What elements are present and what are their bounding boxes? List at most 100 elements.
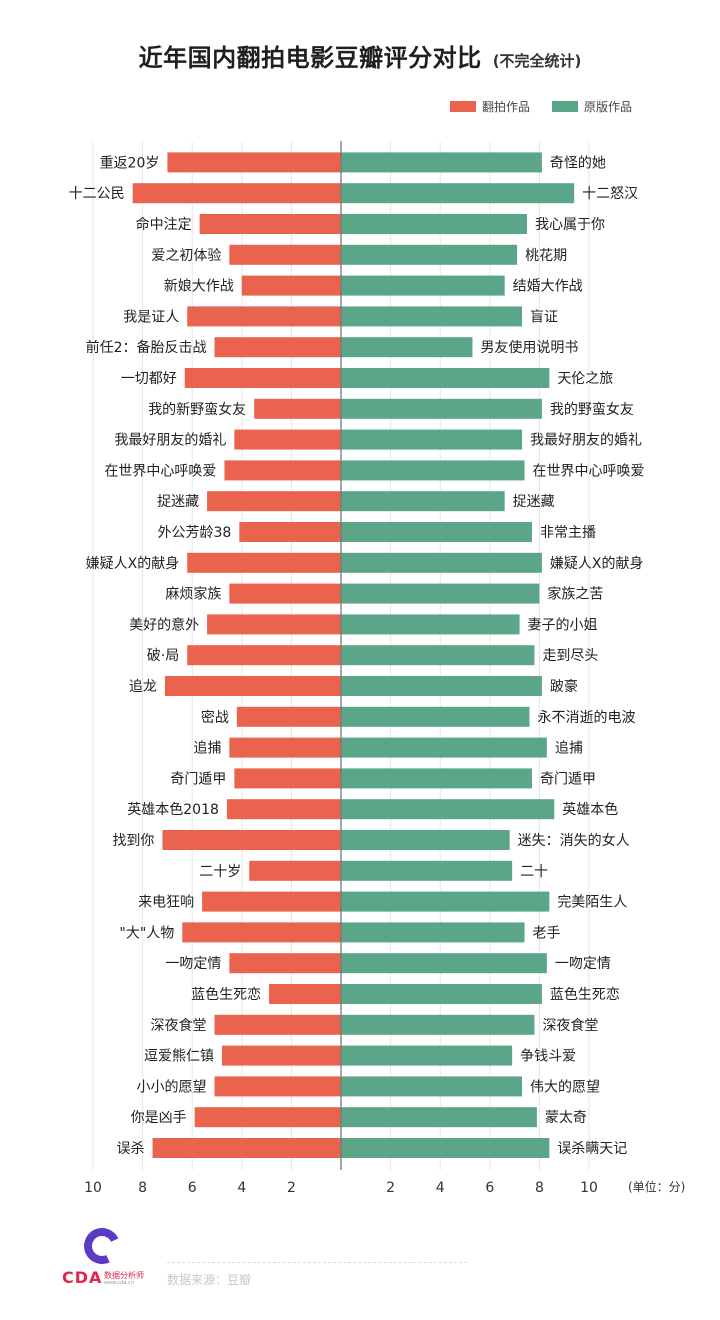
bar-remake <box>214 1014 341 1035</box>
label-original: 结婚大作战 <box>513 279 583 295</box>
data-source: 数据来源：豆瓣 <box>167 1273 252 1287</box>
tick-label-left: 2 <box>287 1180 296 1196</box>
label-remake: 密战 <box>201 709 229 726</box>
label-remake: 麻烦家族 <box>165 586 221 603</box>
bar-remake <box>236 706 341 727</box>
bar-original <box>341 676 542 696</box>
bar-original <box>341 830 510 850</box>
label-original: 争钱斗爱 <box>520 1049 576 1065</box>
label-remake: 我是证人 <box>123 309 179 325</box>
bar-remake <box>132 183 341 204</box>
bar-original <box>341 183 575 204</box>
label-original: 盲证 <box>530 308 558 325</box>
label-original: 伟大的愿望 <box>530 1079 600 1095</box>
label-remake: 十二公民 <box>69 186 125 202</box>
title-main: 近年国内翻拍电影豆瓣评分对比 <box>138 44 482 72</box>
label-remake: 小小的愿望 <box>137 1079 207 1095</box>
bar-original <box>341 953 547 974</box>
bar-remake <box>207 614 341 635</box>
label-remake: 我的新野蛮女友 <box>148 401 246 418</box>
label-original: 误杀瞒天记 <box>557 1141 627 1157</box>
label-remake: 美好的意外 <box>129 616 199 633</box>
bar-remake <box>239 522 341 542</box>
label-remake: 误杀 <box>117 1141 145 1157</box>
legend-swatch-remake <box>450 101 476 112</box>
label-remake: 外公芳龄38 <box>157 524 231 541</box>
label-original: 奇怪的她 <box>550 154 606 171</box>
bar-original <box>341 984 542 1004</box>
label-remake: 逗爱熊仁镇 <box>144 1049 214 1065</box>
tick-label-left: 6 <box>188 1180 197 1196</box>
label-original: 永不消逝的电波 <box>537 710 635 726</box>
legend: 翻拍作品 原版作品 <box>450 98 654 115</box>
label-original: 妻子的小姐 <box>528 617 598 633</box>
label-remake: 你是凶手 <box>131 1110 187 1126</box>
label-remake: 破·局 <box>147 648 179 664</box>
bar-remake <box>162 830 341 850</box>
bar-original <box>341 645 535 666</box>
bar-remake <box>269 984 341 1004</box>
label-original: 蒙太奇 <box>545 1109 587 1126</box>
label-original: 蓝色生死恋 <box>550 986 620 1003</box>
bar-remake <box>249 860 341 881</box>
label-remake: 爱之初体验 <box>151 247 221 264</box>
bar-original <box>341 737 547 758</box>
bar-remake <box>207 491 341 512</box>
tick-label-left: 4 <box>237 1180 246 1196</box>
bar-original <box>341 922 525 943</box>
bar-remake <box>241 275 341 296</box>
tick-label-right: 2 <box>386 1180 395 1196</box>
bar-original <box>341 306 523 327</box>
bar-remake <box>226 799 341 820</box>
bar-remake <box>184 368 341 388</box>
tick-label-left: 8 <box>138 1180 147 1196</box>
bar-original <box>341 1107 537 1128</box>
label-remake: 前任2：备胎反击战 <box>86 339 207 356</box>
bar-original <box>341 768 532 789</box>
label-remake: 追龙 <box>129 679 157 695</box>
label-remake: 捉迷藏 <box>157 494 199 510</box>
label-original: 在世界中心呼唤爱 <box>533 462 645 479</box>
bar-remake <box>221 1045 341 1066</box>
label-original: 十二怒汉 <box>582 186 638 202</box>
tick-label-left: 10 <box>84 1180 102 1196</box>
bar-remake <box>182 922 341 943</box>
tick-label-right: 6 <box>485 1180 494 1196</box>
label-remake: 在世界中心呼唤爱 <box>104 462 216 479</box>
logo-tagline: 数据分析师 <box>104 1271 144 1280</box>
label-original: 我的野蛮女友 <box>550 401 634 418</box>
bar-remake <box>229 737 341 758</box>
title-subtitle: (不完全统计) <box>492 52 582 70</box>
bar-remake <box>187 552 341 573</box>
tick-label-right: 10 <box>580 1180 598 1196</box>
logo-text: CDA <box>62 1268 103 1287</box>
bar-original <box>341 1045 513 1066</box>
label-remake: 重返20岁 <box>100 155 160 171</box>
label-original: 英雄本色 <box>562 801 618 818</box>
bar-original <box>341 552 542 573</box>
label-remake: 来电狂响 <box>138 895 194 911</box>
bar-remake <box>167 152 341 173</box>
legend-label-remake: 翻拍作品 <box>482 100 531 114</box>
bar-original <box>341 460 525 481</box>
label-original: 迷失：消失的女人 <box>518 832 630 849</box>
label-original: 我最好朋友的婚礼 <box>530 433 642 449</box>
label-remake: 命中注定 <box>136 216 192 233</box>
bar-remake <box>234 429 341 450</box>
label-original: 深夜食堂 <box>542 1017 598 1034</box>
bar-remake <box>234 768 341 789</box>
legend-item-remake: 翻拍作品 <box>450 98 530 115</box>
bar-original <box>341 152 542 173</box>
bar-original <box>341 1014 535 1035</box>
bar-original <box>341 398 542 419</box>
label-original: 我心属于你 <box>535 217 605 233</box>
label-remake: 一吻定情 <box>165 956 221 972</box>
bar-original <box>341 706 530 727</box>
label-original: 二十 <box>520 864 548 880</box>
bar-original <box>341 522 532 542</box>
label-original: 天伦之旅 <box>557 371 613 387</box>
label-remake: 一切都好 <box>121 371 177 387</box>
logo-c-mark <box>78 1222 126 1270</box>
bar-remake <box>214 1076 341 1097</box>
